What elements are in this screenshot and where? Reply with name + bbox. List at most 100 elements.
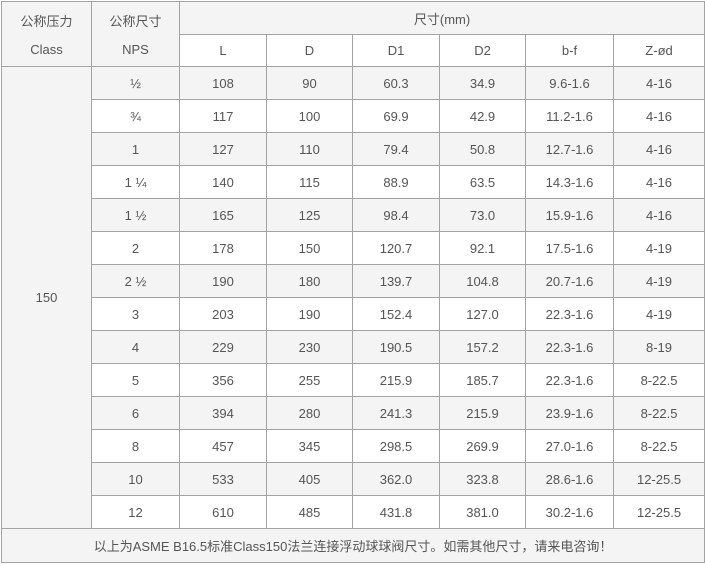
cell-l: 610 <box>179 495 267 529</box>
cell-nps: 1 ¼ <box>91 165 180 199</box>
cell-zod: 8-19 <box>612 330 705 364</box>
cell-d2: 381.0 <box>439 495 526 529</box>
cell-d: 180 <box>266 264 353 298</box>
footer-note: 以上为ASME B16.5标准Class150法兰连接浮动球球阀尺寸。如需其他尺… <box>0 528 705 563</box>
header-pressure-label-en: Class <box>30 42 63 57</box>
cell-l: 394 <box>179 396 267 430</box>
cell-zod: 8-22.5 <box>612 429 705 463</box>
header-row-1: 公称压力 Class 公称尺寸 NPS 尺寸(mm) <box>1 1 705 67</box>
cell-bf: 12.7-1.6 <box>525 132 614 166</box>
cell-d2: 63.5 <box>439 165 526 199</box>
cell-d: 90 <box>266 66 353 100</box>
cell-zod: 4-19 <box>612 264 705 298</box>
cell-nps: 4 <box>91 330 180 364</box>
cell-d: 405 <box>266 462 353 496</box>
class-value-cell: 150 <box>1 66 92 529</box>
cell-nps: 12 <box>91 495 180 529</box>
cell-zod: 12-25.5 <box>612 462 705 496</box>
cell-d: 230 <box>266 330 353 364</box>
cell-d: 485 <box>266 495 353 529</box>
table-row: 1 ¼ 140 115 88.9 63.5 14.3-1.6 4-16 <box>2 165 705 199</box>
header-row-2: L D D1 D2 b-f Z-ød <box>2 34 705 67</box>
cell-bf: 23.9-1.6 <box>525 396 614 430</box>
cell-l: 533 <box>179 462 267 496</box>
table-row: 12 610 485 431.8 381.0 30.2-1.6 12-25.5 <box>2 495 705 529</box>
header-size-label-en: NPS <box>122 42 149 57</box>
cell-d2: 73.0 <box>439 198 526 232</box>
cell-d2: 127.0 <box>439 297 526 331</box>
cell-d: 280 <box>266 396 353 430</box>
cell-d2: 34.9 <box>439 66 526 100</box>
table-row: 3 203 190 152.4 127.0 22.3-1.6 4-19 <box>2 297 705 331</box>
cell-nps: 10 <box>91 462 180 496</box>
table-row: 2 178 150 120.7 92.1 17.5-1.6 4-19 <box>2 231 705 265</box>
cell-zod: 4-19 <box>612 297 705 331</box>
cell-d2: 157.2 <box>439 330 526 364</box>
cell-d1: 215.9 <box>352 363 440 397</box>
cell-nps: 2 ½ <box>91 264 180 298</box>
header-dimensions-group: 尺寸(mm) <box>178 1 705 35</box>
header-pressure-label-cn: 公称压力 <box>20 14 73 29</box>
header-col-l: L <box>179 34 267 67</box>
header-pressure-class: 公称压力 Class <box>1 1 92 67</box>
cell-d1: 241.3 <box>352 396 440 430</box>
cell-d: 125 <box>266 198 353 232</box>
cell-nps: ¾ <box>91 99 180 133</box>
table-row: 6 394 280 241.3 215.9 23.9-1.6 8-22.5 <box>2 396 705 430</box>
cell-d: 110 <box>266 132 353 166</box>
cell-d: 190 <box>266 297 353 331</box>
header-col-d: D <box>266 34 353 67</box>
cell-bf: 15.9-1.6 <box>525 198 614 232</box>
cell-l: 127 <box>179 132 267 166</box>
header-col-zod: Z-ød <box>612 34 705 67</box>
cell-d2: 215.9 <box>439 396 526 430</box>
cell-bf: 28.6-1.6 <box>525 462 614 496</box>
cell-bf: 27.0-1.6 <box>525 429 614 463</box>
cell-nps: 3 <box>91 297 180 331</box>
cell-nps: 2 <box>91 231 180 265</box>
cell-bf: 30.2-1.6 <box>525 495 614 529</box>
cell-d: 100 <box>266 99 353 133</box>
cell-zod: 4-16 <box>612 66 705 100</box>
table-row: 10 533 405 362.0 323.8 28.6-1.6 12-25.5 <box>2 462 705 496</box>
cell-zod: 8-22.5 <box>612 363 705 397</box>
cell-d: 150 <box>266 231 353 265</box>
cell-l: 117 <box>179 99 267 133</box>
cell-d1: 139.7 <box>352 264 440 298</box>
cell-d: 255 <box>266 363 353 397</box>
cell-d: 345 <box>266 429 353 463</box>
cell-zod: 4-16 <box>612 165 705 199</box>
cell-bf: 17.5-1.6 <box>525 231 614 265</box>
cell-zod: 12-25.5 <box>612 495 705 529</box>
cell-d2: 92.1 <box>439 231 526 265</box>
cell-l: 190 <box>179 264 267 298</box>
cell-l: 229 <box>179 330 267 364</box>
cell-bf: 22.3-1.6 <box>525 297 614 331</box>
cell-d2: 323.8 <box>439 462 526 496</box>
cell-d1: 69.9 <box>352 99 440 133</box>
cell-bf: 9.6-1.6 <box>525 66 614 100</box>
cell-d1: 431.8 <box>352 495 440 529</box>
cell-d1: 120.7 <box>352 231 440 265</box>
cell-d2: 50.8 <box>439 132 526 166</box>
table-row: 5 356 255 215.9 185.7 22.3-1.6 8-22.5 <box>2 363 705 397</box>
cell-bf: 11.2-1.6 <box>525 99 614 133</box>
cell-l: 140 <box>179 165 267 199</box>
cell-l: 108 <box>179 66 267 100</box>
table-row: 2 ½ 190 180 139.7 104.8 20.7-1.6 4-19 <box>2 264 705 298</box>
cell-bf: 20.7-1.6 <box>525 264 614 298</box>
cell-d1: 152.4 <box>352 297 440 331</box>
header-col-d2: D2 <box>439 34 526 67</box>
cell-d2: 104.8 <box>439 264 526 298</box>
cell-nps: 8 <box>91 429 180 463</box>
cell-nps: 1 ½ <box>91 198 180 232</box>
cell-d1: 79.4 <box>352 132 440 166</box>
table-row: 1 ½ 165 125 98.4 73.0 15.9-1.6 4-16 <box>2 198 705 232</box>
cell-zod: 4-16 <box>612 132 705 166</box>
cell-bf: 22.3-1.6 <box>525 363 614 397</box>
cell-l: 203 <box>179 297 267 331</box>
cell-zod: 4-19 <box>612 231 705 265</box>
cell-nps: 6 <box>91 396 180 430</box>
